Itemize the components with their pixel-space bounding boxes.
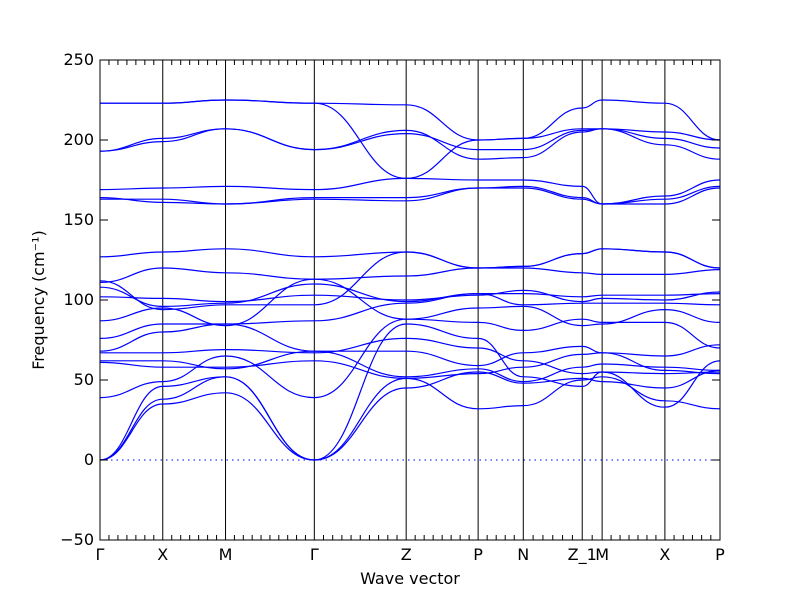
- y-tick-label: 200: [63, 130, 94, 149]
- band-6: [100, 344, 720, 370]
- band-curves: [100, 99, 720, 461]
- band-1: [100, 323, 720, 461]
- y-tick-label: 50: [74, 370, 94, 389]
- y-tick-label: 0: [84, 450, 94, 469]
- x-axis-ticks: Γ X M Γ Z P N Z_1M X P: [96, 60, 725, 565]
- x-tick-label: P: [715, 545, 725, 564]
- band-8: [100, 323, 720, 383]
- band-13: [100, 267, 720, 283]
- x-tick-label: Z_1: [568, 545, 597, 565]
- x-tick-label: M: [219, 545, 233, 564]
- x-tick-label: M: [595, 545, 609, 564]
- x-axis-label: Wave vector: [360, 569, 460, 588]
- y-tick-label: 150: [63, 210, 94, 229]
- band-18: [100, 177, 720, 205]
- y-tick-label: −50: [60, 530, 94, 549]
- band-4: [100, 318, 720, 399]
- band-15: [100, 248, 720, 269]
- band-11: [100, 289, 720, 303]
- x-tick-label: X: [157, 545, 168, 564]
- y-tick-label: 250: [63, 50, 94, 69]
- band-22: [100, 99, 720, 141]
- high-symmetry-lines: [162, 60, 666, 540]
- y-tick-label: 100: [63, 290, 94, 309]
- band-3: [100, 369, 720, 461]
- x-tick-label: N: [517, 545, 529, 564]
- band-2: [100, 376, 720, 461]
- y-axis-label: Frequency (cm⁻¹): [29, 230, 48, 369]
- band-7: [100, 337, 720, 375]
- x-tick-label: Γ: [96, 545, 105, 564]
- band-10: [100, 278, 720, 327]
- band-12: [100, 283, 720, 308]
- x-tick-label: P: [473, 545, 483, 564]
- x-tick-label: Γ: [310, 545, 319, 564]
- y-axis-ticks: −50 0 50 100 150 200 250: [60, 50, 720, 549]
- x-tick-label: Z: [401, 545, 412, 564]
- x-tick-label: X: [659, 545, 670, 564]
